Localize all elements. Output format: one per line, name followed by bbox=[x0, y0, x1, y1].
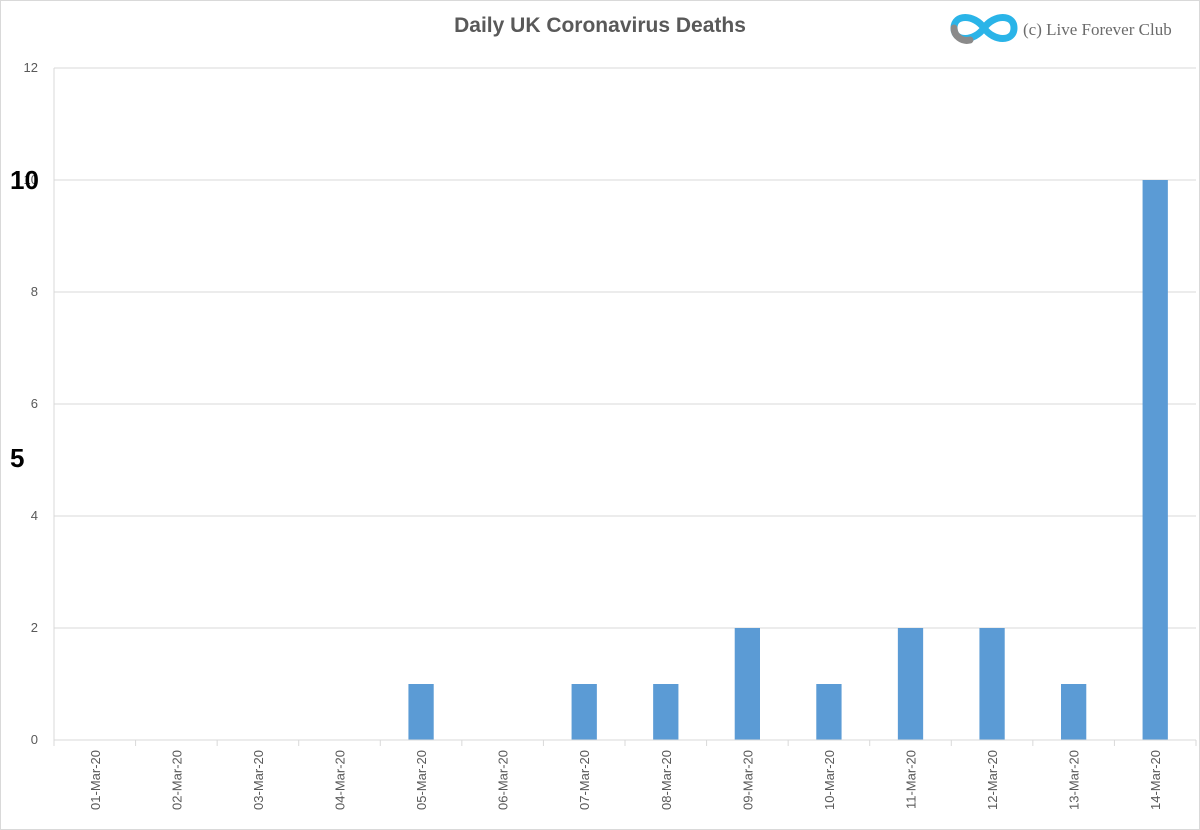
bars bbox=[408, 180, 1168, 740]
x-tick-label: 13-Mar-20 bbox=[1067, 750, 1082, 810]
bar bbox=[653, 684, 679, 740]
x-tick-label: 06-Mar-20 bbox=[496, 750, 511, 810]
annotation-ten: 10 bbox=[10, 165, 39, 195]
annotation-five: 5 bbox=[10, 443, 25, 473]
x-tick-label: 04-Mar-20 bbox=[333, 750, 348, 810]
x-tick-label: 07-Mar-20 bbox=[577, 750, 592, 810]
bar bbox=[1060, 684, 1087, 740]
y-tick-label: 6 bbox=[31, 396, 38, 411]
x-tick-label: 02-Mar-20 bbox=[169, 750, 184, 810]
x-tick-label: 10-Mar-20 bbox=[822, 750, 837, 810]
x-tick-label: 11-Mar-20 bbox=[904, 750, 919, 809]
bar bbox=[571, 684, 597, 740]
bar bbox=[897, 628, 924, 740]
infinity-logo-icon bbox=[950, 14, 1018, 44]
x-tick-label: 05-Mar-20 bbox=[414, 750, 429, 810]
bar bbox=[816, 684, 842, 740]
bar bbox=[734, 628, 761, 740]
y-tick-label: 2 bbox=[31, 620, 38, 635]
y-tick-label: 4 bbox=[31, 508, 38, 523]
axes: 0 2 4 6 8 10 12 01-Mar-20 02-Mar-20 03-Mar-20 04-M… bbox=[24, 60, 1197, 810]
x-tick-label: 01-Mar-20 bbox=[88, 750, 103, 810]
y-tick-label: 10 bbox=[24, 172, 38, 187]
bar bbox=[1142, 180, 1168, 740]
gridlines bbox=[54, 67, 1196, 629]
bar bbox=[979, 628, 1005, 740]
logo: (c) Live Forever Club bbox=[948, 6, 1198, 56]
watermark-text: (c) Live Forever Club bbox=[1023, 20, 1172, 39]
y-tick-label: 0 bbox=[31, 732, 38, 747]
x-tick-label: 12-Mar-20 bbox=[985, 750, 1000, 810]
y-tick-label: 12 bbox=[24, 60, 38, 75]
x-tick-label: 14-Mar-20 bbox=[1148, 750, 1163, 810]
x-tick-label: 08-Mar-20 bbox=[659, 750, 674, 810]
x-tick-label: 03-Mar-20 bbox=[251, 750, 266, 810]
y-tick-label: 8 bbox=[31, 284, 38, 299]
x-tick-label: 09-Mar-20 bbox=[740, 750, 755, 810]
bar bbox=[408, 684, 434, 740]
chart-title: Daily UK Coronavirus Deaths bbox=[454, 14, 746, 37]
